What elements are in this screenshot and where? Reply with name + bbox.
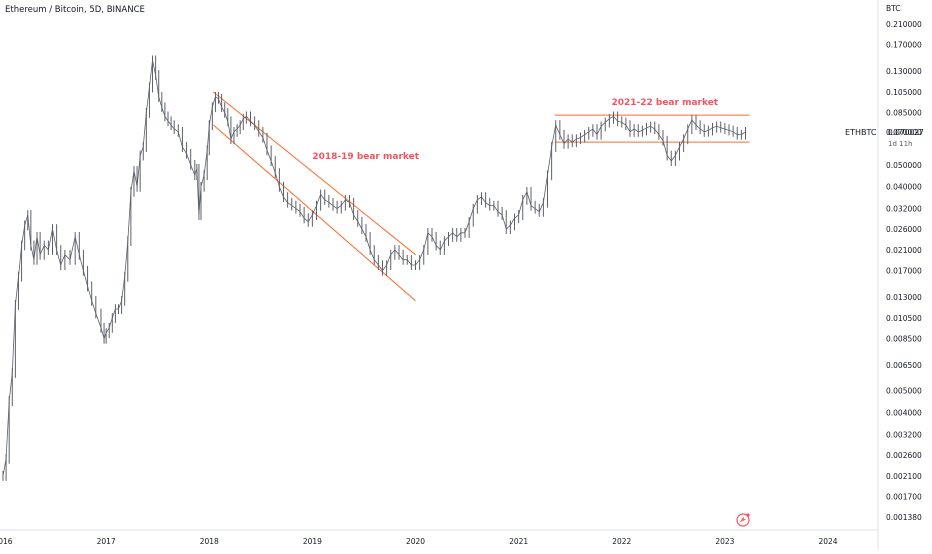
price-line: [2, 60, 746, 476]
y-tick-label: 0.070000: [886, 128, 922, 137]
price-series: [2, 55, 746, 481]
y-axis-ticks: 0.210000 0.170000 0.130000 0.105000 0.085000…: [886, 20, 922, 522]
x-tick-label: 2017: [97, 537, 116, 546]
y-tick-label: 0.008500: [886, 335, 922, 344]
y-tick-label: 0.085000: [886, 109, 922, 118]
countdown-label: 1d 11h: [888, 140, 912, 148]
y-tick-label: 0.026000: [886, 225, 922, 234]
y-axis-unit: BTC: [886, 4, 901, 13]
channel-line-descending[interactable]: [213, 124, 416, 302]
channel-lines[interactable]: [213, 91, 750, 302]
y-tick-label: 0.032000: [886, 205, 922, 214]
y-tick-label: 0.040000: [886, 183, 922, 192]
y-tick-label: 0.105000: [886, 88, 922, 97]
y-tick-label: 0.004000: [886, 409, 922, 418]
x-tick-label: 2018: [200, 537, 219, 546]
symbol-label: ETHBTC: [845, 128, 877, 137]
y-tick-label: 0.005000: [886, 387, 922, 396]
y-tick-label: 0.021000: [886, 246, 922, 255]
y-tick-label: 0.001700: [886, 493, 922, 502]
x-tick-label: 2024: [818, 537, 837, 546]
x-tick-label: 2021: [509, 537, 528, 546]
y-tick-label: 0.006500: [886, 361, 922, 370]
y-tick-label: 0.017000: [886, 267, 922, 276]
channel-line-descending[interactable]: [213, 91, 416, 256]
annotation-label[interactable]: 2021-22 bear market: [611, 98, 718, 108]
annotations[interactable]: 2018-19 bear market 2021-22 bear market: [312, 98, 718, 162]
x-tick-label: 2019: [303, 537, 322, 546]
x-tick-label: 2023: [715, 537, 734, 546]
x-tick-label: 2020: [406, 537, 425, 546]
y-tick-label: 0.013000: [886, 293, 922, 302]
x-axis-ticks: 2016 2017 2018 2019 2020 2021 2022 2023 2024: [0, 537, 838, 546]
y-tick-label: 0.130000: [886, 67, 922, 76]
tradingview-logo-icon[interactable]: [736, 513, 750, 527]
y-tick-label: 0.050000: [886, 161, 922, 170]
y-tick-label: 0.001380: [886, 513, 922, 522]
y-tick-label: 0.170000: [886, 41, 922, 50]
y-tick-label: 0.002600: [886, 451, 922, 460]
y-tick-label: 0.010500: [886, 314, 922, 323]
last-price-label: 0.070027: [888, 128, 924, 137]
x-tick-label: 2016: [0, 537, 13, 546]
y-tick-label: 0.003200: [886, 430, 922, 439]
y-tick-label: 0.210000: [886, 20, 922, 29]
annotation-label[interactable]: 2018-19 bear market: [312, 152, 419, 162]
y-tick-label: 0.002100: [886, 472, 922, 481]
x-tick-label: 2022: [612, 537, 631, 546]
chart-title: Ethereum / Bitcoin, 5D, BINANCE: [5, 5, 145, 15]
